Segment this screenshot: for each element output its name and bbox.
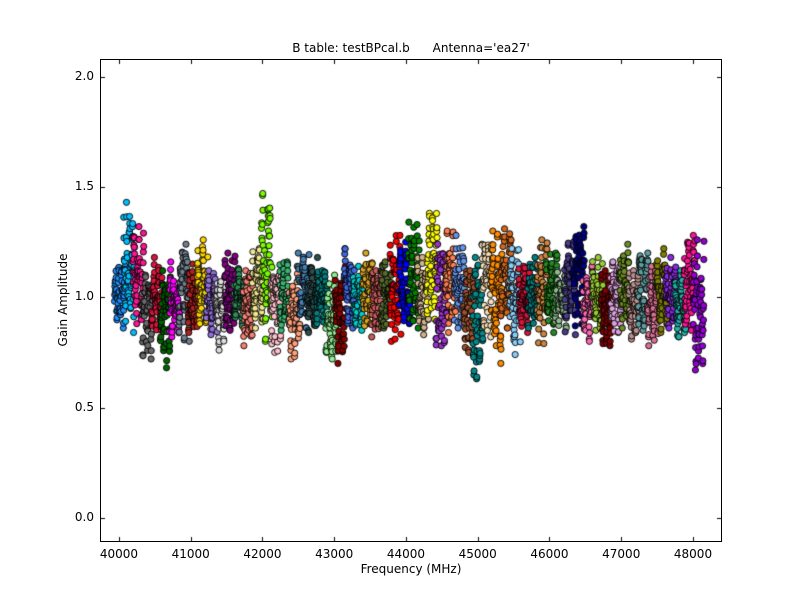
y-tick-label: 0.0 [74, 509, 94, 524]
x-tick-label: 47000 [602, 547, 641, 561]
y-tick-label: 1.5 [74, 178, 94, 193]
x-tick-label: 48000 [673, 547, 713, 561]
x-tick-label: 40000 [99, 547, 139, 561]
plot-title: B table: testBPcal.b Antenna='ea27' [292, 41, 530, 55]
x-tick-label: 43000 [315, 547, 354, 561]
plot-area [100, 59, 722, 542]
y-tick-label: 1.0 [74, 289, 94, 304]
x-tick-label: 42000 [243, 547, 282, 561]
x-axis-label: Frequency (MHz) [360, 562, 462, 576]
y-tick-label: 2.0 [74, 68, 94, 83]
x-tick-label: 44000 [386, 547, 426, 561]
x-tick-label: 45000 [458, 547, 497, 561]
x-tick-label: 46000 [530, 547, 569, 561]
scatter-canvas [101, 60, 721, 541]
x-tick-label: 41000 [171, 547, 210, 561]
y-tick-label: 0.5 [74, 399, 94, 414]
